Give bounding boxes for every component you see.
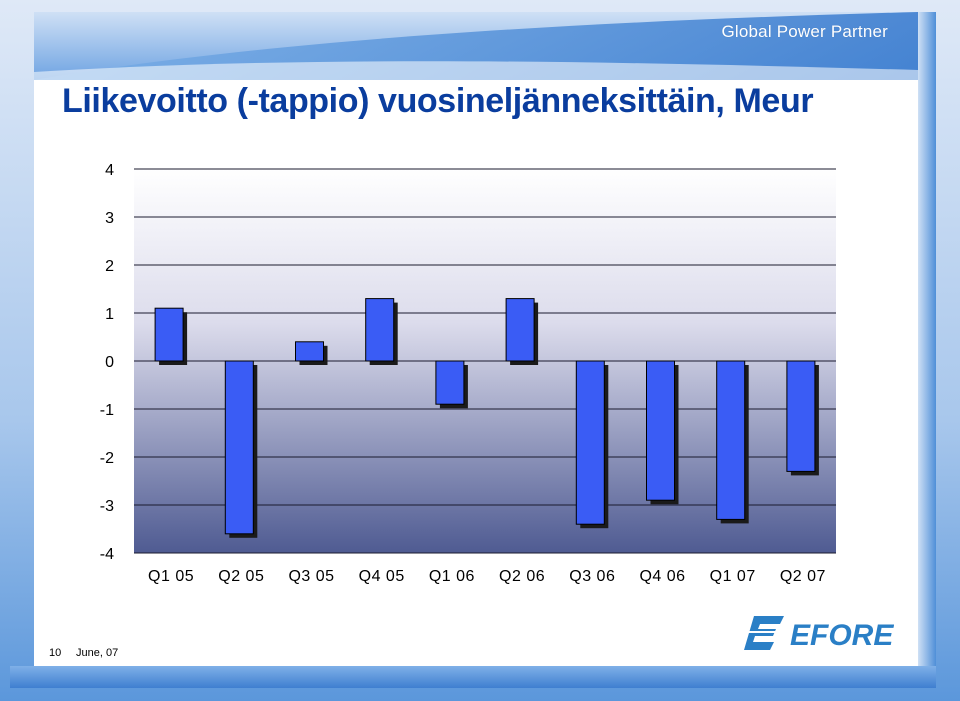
efore-logo-text: EFORE bbox=[790, 619, 894, 652]
x-tick-label: Q4 05 bbox=[359, 568, 405, 585]
header-wave-banner bbox=[34, 12, 918, 80]
decorative-side-strip bbox=[918, 12, 936, 684]
x-tick-label: Q4 06 bbox=[639, 568, 685, 585]
bar-q3-05 bbox=[295, 341, 324, 362]
bar-q1-07 bbox=[716, 360, 746, 520]
x-tick-label: Q3 05 bbox=[288, 568, 334, 585]
bar-q4-05 bbox=[365, 298, 395, 362]
bar-q4-06 bbox=[646, 360, 675, 501]
bar-q2-06 bbox=[505, 298, 535, 362]
x-tick-label: Q2 06 bbox=[499, 568, 545, 585]
bar-q2-07 bbox=[786, 360, 816, 472]
x-tick-label: Q1 05 bbox=[148, 568, 194, 585]
y-tick-label: 4 bbox=[105, 162, 114, 179]
bar-q3-06 bbox=[575, 360, 605, 525]
y-tick-label: 2 bbox=[105, 258, 114, 275]
y-tick-label: -4 bbox=[100, 546, 114, 563]
decorative-bottom-strip bbox=[10, 666, 936, 688]
y-tick-label: 3 bbox=[105, 210, 114, 227]
bar-q1-05 bbox=[154, 307, 184, 362]
x-tick-label: Q2 05 bbox=[218, 568, 264, 585]
page-title: Liikevoitto (-tappio) vuosineljänneksitt… bbox=[62, 82, 814, 120]
efore-logo: EFORE bbox=[744, 616, 894, 652]
x-tick-label: Q3 06 bbox=[569, 568, 615, 585]
y-tick-label: 0 bbox=[105, 354, 114, 371]
x-tick-label: Q1 07 bbox=[710, 568, 756, 585]
x-tick-label: Q1 06 bbox=[429, 568, 475, 585]
brand-tagline: Global Power Partner bbox=[721, 22, 888, 41]
bar-q2-05 bbox=[224, 360, 254, 535]
footer-date: June, 07 bbox=[76, 647, 119, 659]
page-number: 10 bbox=[49, 647, 62, 659]
y-tick-label: 1 bbox=[105, 306, 114, 323]
y-tick-label: -3 bbox=[100, 498, 114, 515]
bar-q1-06 bbox=[435, 360, 465, 405]
y-tick-label: -2 bbox=[100, 450, 114, 467]
x-tick-label: Q2 07 bbox=[780, 568, 826, 585]
efore-logo-mark bbox=[744, 616, 784, 650]
y-tick-label: -1 bbox=[100, 402, 114, 419]
